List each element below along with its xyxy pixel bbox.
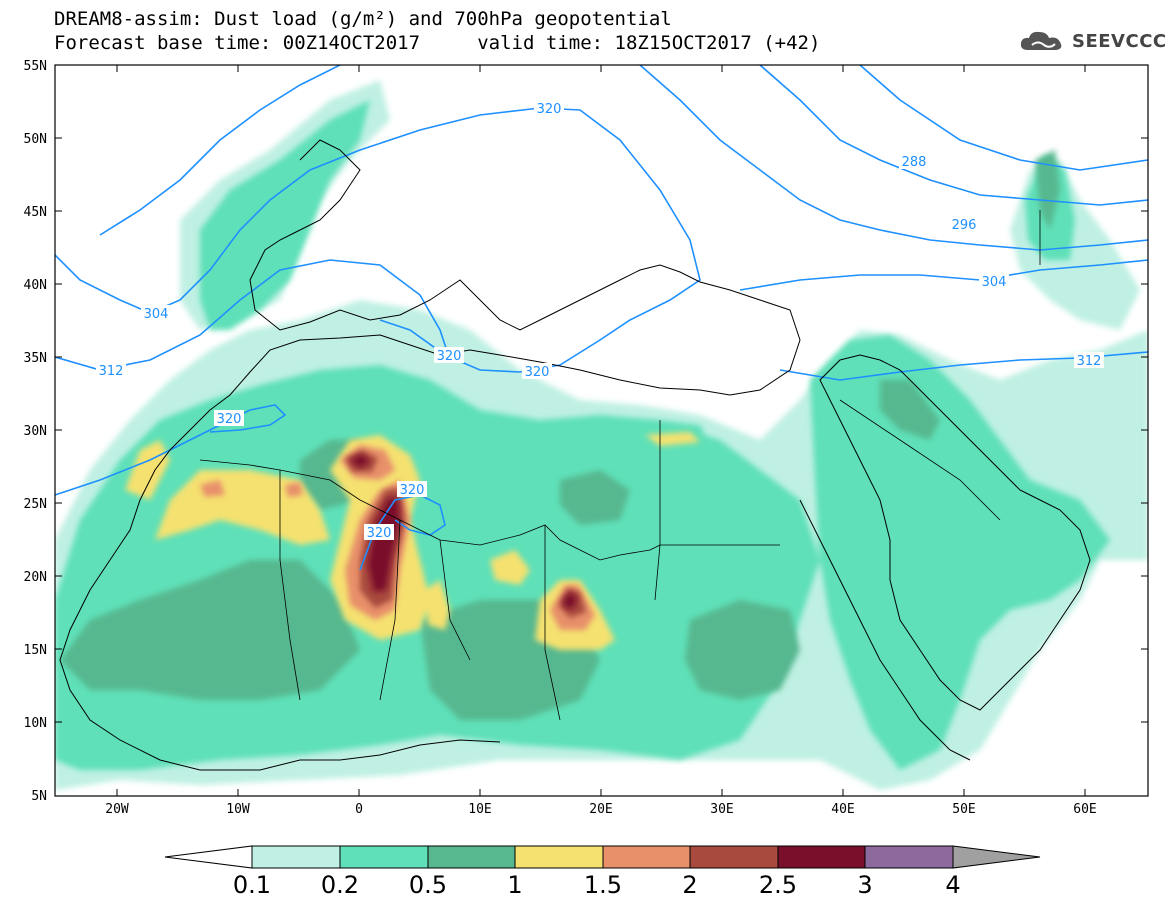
- cloud-icon: [1020, 31, 1062, 50]
- colorbar-swatch: [252, 846, 340, 868]
- logo-text: SEEVCCC: [1072, 30, 1165, 52]
- contour-label: 312: [1074, 352, 1104, 369]
- lat-label: 35N: [24, 351, 47, 366]
- lon-label: 10W: [226, 802, 250, 817]
- map-area: 320 288 296 304 304 312 312 320 320 320 …: [55, 65, 1148, 796]
- country-borders: [199, 210, 1041, 721]
- seevccc-logo: SEEVCCC: [1018, 26, 1165, 56]
- longitude-ticks: [116, 65, 1086, 796]
- contour-label: 304: [979, 273, 1009, 290]
- colorbar-label: 1: [507, 871, 522, 899]
- contour-label: 320: [522, 363, 552, 380]
- coastlines: [59, 139, 1091, 771]
- lon-label: 40E: [831, 802, 854, 817]
- colorbar-label: 0.1: [233, 871, 271, 899]
- svg-text:312: 312: [99, 364, 124, 379]
- colorbar: 0.1 0.2 0.5 1 1.5 2 2.5 3 4: [164, 845, 1041, 899]
- lat-label: 55N: [24, 59, 47, 74]
- lat-label: 30N: [24, 424, 47, 439]
- colorbar-swatch: [865, 846, 953, 868]
- latitude-ticks: [55, 137, 1148, 723]
- svg-text:320: 320: [400, 483, 425, 498]
- contour-label: 320: [397, 481, 427, 498]
- svg-text:296: 296: [952, 218, 977, 233]
- colorbar-swatch: [340, 846, 428, 868]
- lat-label: 50N: [24, 132, 47, 147]
- contour-label: 304: [141, 305, 171, 322]
- contour-label: 288: [899, 153, 929, 170]
- contour-label: 312: [96, 362, 126, 379]
- svg-text:320: 320: [217, 412, 242, 427]
- lon-label: 10E: [468, 802, 491, 817]
- colorbar-swatch: [515, 846, 603, 868]
- svg-text:320: 320: [367, 526, 392, 541]
- lat-label: 10N: [24, 716, 47, 731]
- colorbar-label: 0.2: [321, 871, 359, 899]
- colorbar-low-arrow: [164, 845, 253, 869]
- colorbar-swatch: [603, 846, 690, 868]
- svg-text:320: 320: [525, 365, 550, 380]
- contour-label: 296: [949, 216, 979, 233]
- map-title: DREAM8-assim: Dust load (g/m²) and 700hP…: [54, 8, 672, 30]
- contour-label-group: 320 288 296 304 304 312 312 320 320 320 …: [96, 100, 1104, 541]
- colorbar-swatch: [428, 846, 515, 868]
- colorbar-swatch: [778, 846, 865, 868]
- svg-text:304: 304: [144, 307, 169, 322]
- colorbar-label: 1.5: [584, 871, 622, 899]
- colorbar-high-arrow: [952, 845, 1041, 869]
- colorbar-label: 2: [682, 871, 697, 899]
- colorbar-label: 3: [857, 871, 872, 899]
- lat-label: 15N: [24, 643, 47, 658]
- svg-text:320: 320: [437, 349, 462, 364]
- svg-text:288: 288: [902, 155, 927, 170]
- lon-label: 50E: [952, 802, 975, 817]
- colorbar-label: 2.5: [759, 871, 797, 899]
- longitude-axis: 20W 10W 0 10E 20E 30E 40E 50E 60E: [105, 802, 1096, 817]
- contour-label: 320: [214, 410, 244, 427]
- svg-text:320: 320: [537, 102, 562, 117]
- colorbar-label: 0.5: [409, 871, 447, 899]
- lon-label: 30E: [710, 802, 733, 817]
- latitude-axis: 55N 50N 45N 40N 35N 30N 25N 20N 15N 10N …: [24, 59, 47, 804]
- svg-text:304: 304: [982, 275, 1007, 290]
- map-subtitle: Forecast base time: 00Z14OCT2017 valid t…: [54, 32, 821, 54]
- svg-text:312: 312: [1077, 354, 1102, 369]
- colorbar-swatch: [690, 846, 778, 868]
- lat-label: 40N: [24, 278, 47, 293]
- colorbar-label: 4: [945, 871, 960, 899]
- lat-label: 25N: [24, 497, 47, 512]
- contour-label: 320: [364, 524, 394, 541]
- contour-label: 320: [434, 347, 464, 364]
- lon-label: 20E: [589, 802, 612, 817]
- lon-label: 0: [355, 802, 363, 817]
- lat-label: 20N: [24, 570, 47, 585]
- contour-label: 320: [534, 100, 564, 117]
- lon-label: 20W: [105, 802, 129, 817]
- lon-label: 60E: [1073, 802, 1096, 817]
- lat-label: 45N: [24, 205, 47, 220]
- lat-label: 5N: [31, 789, 47, 804]
- dust-layer-2.5: [350, 454, 577, 608]
